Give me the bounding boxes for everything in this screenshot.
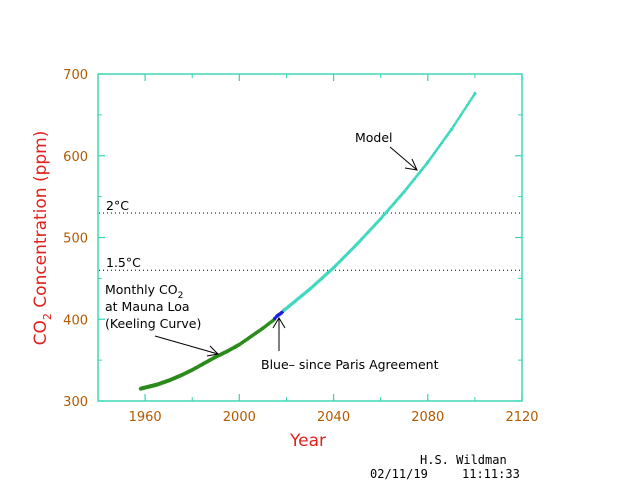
x-axis-title: Year — [289, 431, 326, 451]
data-point-model — [308, 287, 312, 291]
time-stamp: 11:11:33 — [462, 467, 520, 480]
data-point-keeling — [202, 361, 206, 365]
data-point-paris — [275, 314, 279, 318]
data-point-model — [402, 190, 406, 194]
y-tick-label: 400 — [63, 313, 88, 328]
keeling-annotation-line1: Monthly CO2 — [105, 282, 183, 301]
data-point-keeling — [261, 326, 265, 330]
keeling-annotation-line2: at Mauna Loa — [105, 299, 190, 314]
y-axis-title-rest: Concentration (ppm) — [31, 131, 51, 313]
data-point-paris — [277, 312, 281, 316]
series-group — [138, 91, 477, 391]
data-point-paris — [280, 311, 284, 315]
x-tick-label: 2120 — [505, 410, 538, 425]
x-tick-label: 2040 — [317, 410, 350, 425]
data-point-keeling — [237, 342, 241, 347]
data-point-keeling — [138, 387, 142, 391]
keeling-annotation-line3: (Keeling Curve) — [105, 316, 201, 331]
data-point-keeling — [178, 374, 183, 378]
y-axis-title-main: CO — [31, 320, 51, 345]
data-point-keeling — [155, 383, 159, 387]
data-point-keeling — [190, 368, 194, 372]
data-point-keeling — [249, 334, 253, 339]
axis-ticks: 1960 2000 2040 2080 2120 300 400 500 600 700 — [63, 68, 538, 425]
plot-area — [97, 73, 523, 402]
y-tick-label: 300 — [63, 395, 88, 410]
date-stamp: 02/11/19 — [370, 467, 428, 480]
x-tick-label: 2000 — [223, 410, 256, 425]
reference-line-label: 2°C — [106, 198, 129, 213]
data-point-model — [282, 308, 286, 312]
y-tick-label: 700 — [63, 68, 88, 83]
paris-annotation: Blue– since Paris Agreement — [261, 357, 439, 372]
paris-arrow — [272, 317, 286, 351]
reference-lines: 2°C 1.5°C — [99, 198, 521, 271]
data-point-model — [379, 217, 383, 221]
data-point-model — [426, 160, 430, 164]
data-point-keeling — [167, 378, 171, 383]
y-tick-label: 600 — [63, 150, 88, 165]
data-point-model — [473, 92, 477, 96]
y-tick-label: 500 — [63, 232, 88, 247]
y-axis-title-sub: 2 — [41, 313, 54, 320]
author-credit: H.S. Wildman — [420, 453, 507, 467]
keeling-annotation-sub: 2 — [178, 291, 184, 301]
x-tick-label: 2080 — [411, 410, 444, 425]
data-point-keeling — [225, 349, 230, 353]
data-point-model — [355, 242, 359, 246]
model-annotation: Model — [355, 130, 393, 145]
data-point-paris — [273, 316, 277, 321]
series-line-model — [283, 91, 476, 312]
plot-frame — [97, 73, 523, 402]
model-arrow — [389, 146, 418, 171]
data-point-keeling — [214, 355, 218, 359]
data-point-model — [449, 127, 453, 132]
keeling-arrow — [154, 335, 220, 357]
x-tick-label: 1960 — [129, 410, 162, 425]
series-line-keeling — [139, 317, 276, 391]
y-axis-title: CO2 Concentration (ppm) — [31, 131, 54, 346]
data-point-model — [331, 266, 336, 270]
keeling-annotation-main: Monthly CO — [105, 282, 178, 297]
reference-line-label: 1.5°C — [106, 255, 141, 270]
